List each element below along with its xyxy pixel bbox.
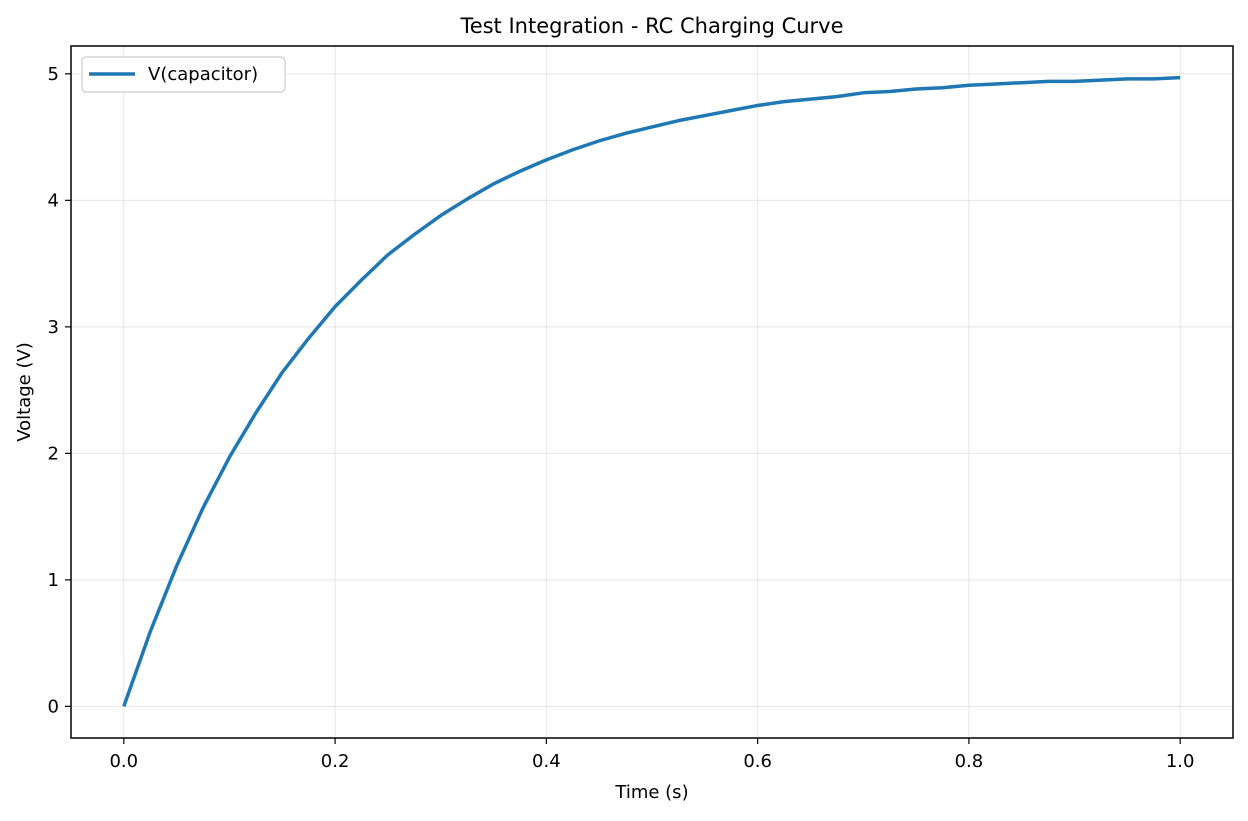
y-tick-label: 3: [48, 317, 59, 338]
x-tick-label: 0.8: [955, 751, 984, 772]
y-tick-label: 2: [48, 443, 59, 464]
x-axis-ticks: 0.0 0.2 0.4 0.6 0.8 1.0: [109, 738, 1195, 772]
x-tick-label: 0.0: [109, 751, 138, 772]
x-tick-label: 1.0: [1166, 751, 1195, 772]
y-tick-label: 1: [48, 570, 59, 591]
y-tick-label: 4: [48, 190, 59, 211]
chart-title: Test Integration - RC Charging Curve: [459, 14, 843, 38]
x-axis-label: Time (s): [614, 782, 688, 803]
y-tick-label: 0: [48, 696, 59, 717]
series-line-v-capacitor: [122, 75, 1181, 707]
y-tick-label: 5: [48, 64, 59, 85]
legend-label-v-capacitor: V(capacitor): [148, 64, 258, 85]
plot-frame: [70, 45, 1234, 739]
y-axis-ticks: 0 1 2 3 4 5: [48, 64, 71, 717]
x-tick-label: 0.4: [532, 751, 561, 772]
x-tick-label: 0.2: [321, 751, 350, 772]
legend-box: [81, 56, 286, 93]
x-tick-label: 0.6: [743, 751, 772, 772]
y-axis-label: Voltage (V): [14, 342, 35, 442]
legend: V(capacitor): [81, 56, 286, 93]
series-layer: [122, 75, 1181, 707]
